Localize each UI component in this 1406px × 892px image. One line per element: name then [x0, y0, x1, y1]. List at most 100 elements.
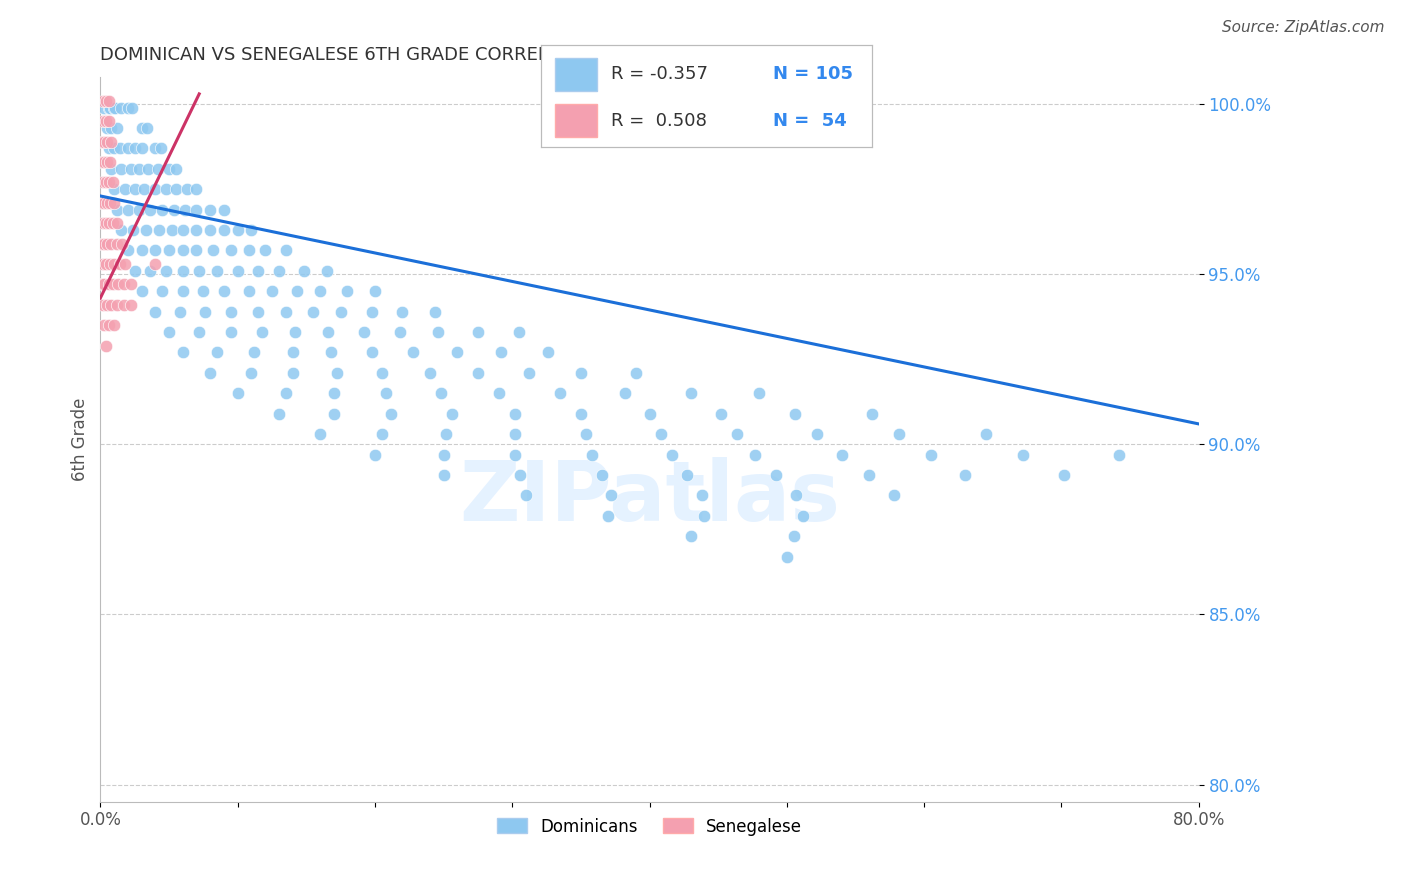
Point — [100, 236, 122, 251]
FancyBboxPatch shape — [554, 104, 598, 137]
Point — [90, 155, 112, 169]
Point — [613, 386, 636, 401]
Point — [361, 345, 384, 359]
Point — [274, 386, 297, 401]
Point — [515, 488, 537, 502]
Point — [284, 325, 307, 339]
Point — [107, 277, 129, 292]
Point — [353, 325, 375, 339]
Point — [172, 244, 194, 258]
Point — [243, 345, 266, 359]
Point — [97, 277, 120, 292]
Point — [792, 508, 814, 523]
Point — [188, 264, 211, 278]
Point — [267, 264, 290, 278]
Point — [302, 304, 325, 318]
Point — [238, 244, 260, 258]
Point — [309, 427, 332, 442]
Point — [93, 277, 115, 292]
Point — [155, 264, 177, 278]
Point — [860, 407, 883, 421]
Point — [240, 223, 263, 237]
Point — [98, 195, 121, 210]
Point — [361, 304, 384, 318]
Point — [103, 257, 125, 271]
Point — [98, 101, 121, 115]
Point — [121, 101, 143, 115]
Point — [143, 257, 166, 271]
Point — [97, 114, 120, 128]
Text: N = 105: N = 105 — [773, 65, 852, 83]
Point — [537, 345, 560, 359]
Point — [955, 467, 977, 482]
Point — [188, 325, 211, 339]
Point — [569, 407, 592, 421]
Point — [575, 427, 598, 442]
Point — [101, 277, 124, 292]
Point — [172, 284, 194, 298]
Point — [598, 508, 620, 523]
Point — [100, 135, 122, 149]
Point — [467, 325, 489, 339]
Point — [93, 155, 115, 169]
Point — [143, 141, 166, 155]
Point — [93, 101, 115, 115]
Point — [238, 284, 260, 298]
Point — [776, 549, 799, 564]
Point — [364, 448, 387, 462]
Point — [97, 216, 120, 230]
Point — [226, 223, 249, 237]
Point — [226, 264, 249, 278]
Point — [98, 257, 121, 271]
Point — [690, 488, 713, 502]
Point — [319, 345, 342, 359]
Point — [101, 175, 124, 189]
Point — [831, 448, 853, 462]
Point — [285, 284, 308, 298]
Point — [143, 304, 166, 318]
Text: DOMINICAN VS SENEGALESE 6TH GRADE CORRELATION CHART: DOMINICAN VS SENEGALESE 6TH GRADE CORREL… — [100, 46, 671, 64]
Point — [434, 427, 457, 442]
Point — [240, 366, 263, 380]
Point — [198, 223, 221, 237]
Point — [105, 298, 128, 312]
Point — [131, 141, 153, 155]
Point — [93, 195, 115, 210]
Point — [120, 298, 142, 312]
Point — [1012, 448, 1035, 462]
Point — [111, 236, 134, 251]
Point — [124, 264, 146, 278]
Point — [112, 298, 135, 312]
Point — [138, 161, 160, 176]
Point — [591, 467, 613, 482]
Point — [96, 155, 118, 169]
Point — [569, 366, 592, 380]
Point — [371, 366, 394, 380]
Point — [433, 467, 456, 482]
Point — [103, 318, 125, 333]
Point — [1108, 448, 1130, 462]
Point — [91, 94, 114, 108]
Point — [198, 202, 221, 217]
Point — [110, 161, 132, 176]
Point — [503, 427, 526, 442]
Point — [90, 277, 112, 292]
Point — [765, 467, 787, 482]
Point — [131, 244, 153, 258]
Point — [889, 427, 911, 442]
Point — [508, 325, 530, 339]
Point — [194, 304, 217, 318]
Point — [105, 120, 128, 135]
Point — [710, 407, 733, 421]
Point — [93, 236, 115, 251]
Point — [94, 339, 117, 353]
Point — [322, 386, 344, 401]
Point — [219, 244, 242, 258]
Point — [100, 298, 122, 312]
Point — [785, 407, 807, 421]
Point — [325, 366, 347, 380]
Point — [135, 223, 157, 237]
Y-axis label: 6th Grade: 6th Grade — [72, 398, 89, 481]
Point — [94, 114, 117, 128]
Point — [744, 448, 766, 462]
